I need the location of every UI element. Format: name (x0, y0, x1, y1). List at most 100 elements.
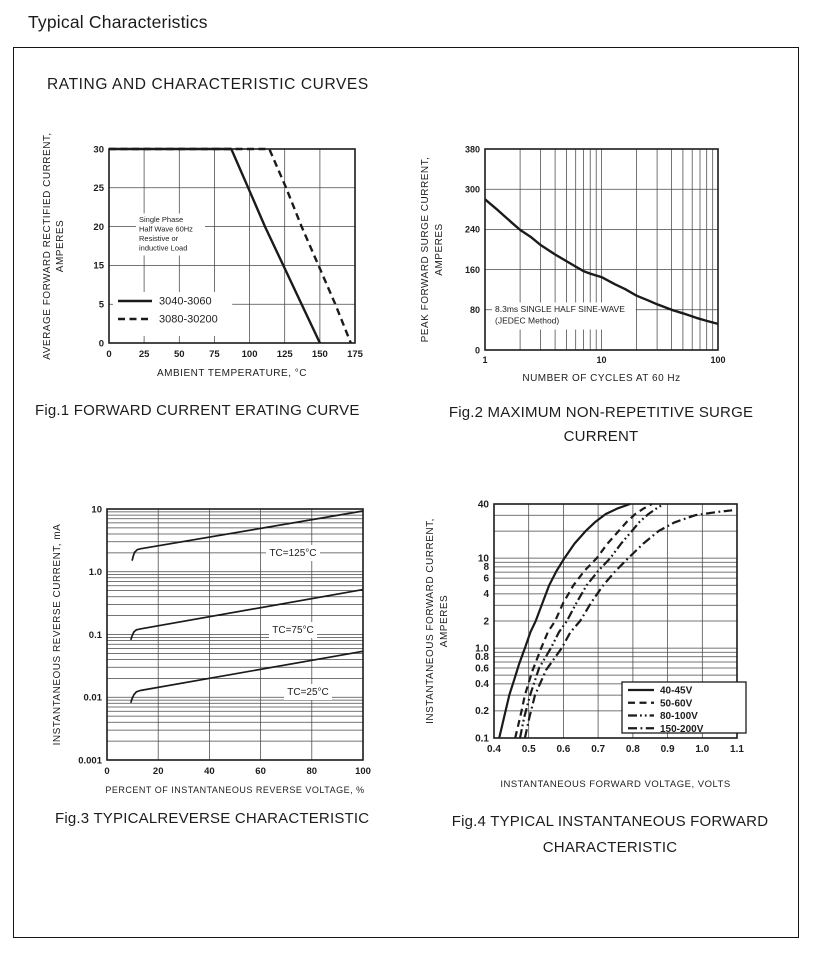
svg-text:60: 60 (255, 766, 266, 777)
fig4-axis-titles: INSTANTANEOUS FORWARD CURRENT, AMPERES INS… (425, 518, 730, 790)
svg-text:TC=25°C: TC=25°C (287, 687, 329, 698)
svg-text:0.01: 0.01 (84, 693, 103, 704)
svg-text:0.8: 0.8 (626, 744, 640, 755)
fig3-caption-line: Fig.3 TYPICALREVERSE CHARACTERISTIC (55, 810, 370, 827)
svg-text:NUMBER OF CYCLES AT 60 Hz: NUMBER OF CYCLES AT 60 Hz (522, 373, 680, 384)
svg-text:100: 100 (242, 349, 258, 360)
svg-text:20: 20 (93, 222, 104, 233)
page-title: Typical Characteristics (28, 12, 208, 32)
fig4-curve-150-200V (523, 509, 733, 739)
fig3-annotation: TC=75°C (269, 622, 317, 638)
fig2-caption-line: CURRENT (563, 428, 639, 445)
svg-text:Resistive or: Resistive or (139, 234, 179, 243)
svg-text:10: 10 (596, 355, 606, 365)
svg-text:5: 5 (99, 300, 105, 311)
svg-text:3080-30200: 3080-30200 (159, 314, 218, 326)
fig4-caption-line: Fig.4 TYPICAL INSTANTANEOUS FORWARD (451, 813, 769, 830)
fig1-curve-3080-30200 (109, 147, 352, 344)
fig1-caption-line: Fig.1 FORWARD CURRENT ERATING CURVE (35, 402, 360, 419)
svg-text:INSTANTANEOUS FORWARD CURRENT,: INSTANTANEOUS FORWARD CURRENT, (425, 518, 436, 724)
svg-text:AMPERES: AMPERES (55, 220, 66, 272)
svg-text:160: 160 (465, 265, 480, 275)
svg-text:50: 50 (174, 349, 185, 360)
fig2-caption-line: Fig.2 MAXIMUM NON-REPETITIVE SURGE (448, 404, 754, 421)
fig3-axis-titles: INSTANTANEOUS REVERSE CURRENT, mA PERCENT… (52, 524, 364, 795)
svg-text:TC=125°C: TC=125°C (269, 548, 316, 559)
svg-text:AMBIENT TEMPERATURE, °C: AMBIENT TEMPERATURE, °C (157, 368, 307, 379)
svg-text:300: 300 (465, 185, 480, 195)
fig4-curves (498, 502, 733, 739)
svg-text:0.7: 0.7 (591, 744, 605, 755)
svg-text:380: 380 (465, 144, 480, 154)
fig3-annotation: TC=125°C (266, 545, 320, 561)
fig2-caption: Fig.2 MAXIMUM NON-REPETITIVE SURGE CURRE… (415, 401, 787, 449)
svg-text:8.3ms SINGLE HALF SINE-WAVE: 8.3ms SINGLE HALF SINE-WAVE (495, 304, 625, 314)
fig3-curve-TC25C (129, 650, 364, 703)
fig1-axis-titles: AVERAGE FORWARD RECTIFIED CURRENT, AMPERE… (42, 132, 307, 379)
svg-text:10: 10 (91, 504, 102, 515)
fig4-curve-40-45V (498, 502, 631, 739)
panel-heading: RATING AND CHARACTERISTIC CURVES (47, 76, 369, 93)
fig2-curve-surge-current (484, 198, 719, 326)
svg-text:80-100V: 80-100V (660, 711, 698, 722)
svg-text:AVERAGE FORWARD RECTIFIED CURR: AVERAGE FORWARD RECTIFIED CURRENT, (42, 132, 53, 359)
svg-text:0: 0 (99, 338, 104, 349)
curves-panel: RATING AND CHARACTERISTIC CURVES (13, 47, 799, 938)
fig3-annotation: TC=25°C (284, 684, 332, 700)
svg-text:15: 15 (93, 261, 104, 272)
fig2-annotation: 8.3ms SINGLE HALF SINE-WAVE (JEDEC Method… (492, 302, 636, 330)
fig1-curve-3040-3060 (109, 147, 321, 344)
svg-text:inductive Load: inductive Load (139, 244, 187, 253)
svg-text:40: 40 (478, 499, 490, 510)
fig1-legend: 3040-3060 3080-30200 (113, 292, 233, 336)
fig2-tick-labels: 380 300 240 160 80 01 10 100 (465, 144, 726, 365)
svg-text:25: 25 (139, 349, 150, 360)
svg-text:1.0: 1.0 (475, 643, 489, 654)
svg-text:100: 100 (710, 355, 725, 365)
svg-text:150: 150 (312, 349, 328, 360)
fig1-curves (109, 147, 352, 344)
fig4-caption-line: CHARACTERISTIC (542, 839, 678, 856)
fig4-curve-50-60V (514, 503, 653, 739)
fig3-curves (129, 510, 364, 703)
svg-text:PEAK FORWARD SURGE CURRENT,: PEAK FORWARD SURGE CURRENT, (420, 157, 431, 343)
svg-text:1.0: 1.0 (89, 567, 102, 578)
svg-text:40: 40 (204, 766, 215, 777)
fig3-caption: Fig.3 TYPICALREVERSE CHARACTERISTIC (55, 810, 369, 827)
svg-text:0: 0 (475, 345, 480, 355)
svg-text:Half Wave 60Hz: Half Wave 60Hz (139, 225, 193, 234)
svg-text:INSTANTANEOUS FORWARD VOLTAGE,: INSTANTANEOUS FORWARD VOLTAGE, VOLTS (500, 779, 730, 790)
svg-text:AMPERES: AMPERES (439, 595, 450, 647)
svg-text:0.8: 0.8 (475, 652, 489, 663)
svg-text:0.6: 0.6 (475, 663, 489, 674)
svg-text:0.9: 0.9 (661, 744, 675, 755)
fig2-svg: 380 300 240 160 80 01 10 100 PEAK FORWARD SURGE … (420, 144, 726, 384)
svg-text:40-45V: 40-45V (660, 686, 693, 697)
svg-text:(JEDEC Method): (JEDEC Method) (495, 316, 559, 326)
svg-text:1.1: 1.1 (730, 744, 744, 755)
svg-text:100: 100 (355, 766, 371, 777)
svg-text:2: 2 (483, 616, 489, 627)
svg-text:AMPERES: AMPERES (434, 223, 445, 275)
svg-text:0.2: 0.2 (475, 706, 489, 717)
svg-text:240: 240 (465, 225, 480, 235)
svg-text:0.5: 0.5 (522, 744, 536, 755)
svg-text:1.0: 1.0 (695, 744, 709, 755)
svg-text:0.1: 0.1 (89, 630, 103, 641)
svg-text:3040-3060: 3040-3060 (159, 296, 212, 308)
svg-text:125: 125 (277, 349, 294, 360)
svg-text:0.4: 0.4 (487, 744, 501, 755)
svg-text:0.001: 0.001 (78, 755, 102, 766)
svg-text:175: 175 (347, 349, 364, 360)
fig3-grid (107, 509, 363, 760)
fig4-caption: Fig.4 TYPICAL INSTANTANEOUS FORWARD CHAR… (425, 809, 795, 861)
fig4-plot-border (493, 503, 738, 739)
svg-text:20: 20 (153, 766, 164, 777)
